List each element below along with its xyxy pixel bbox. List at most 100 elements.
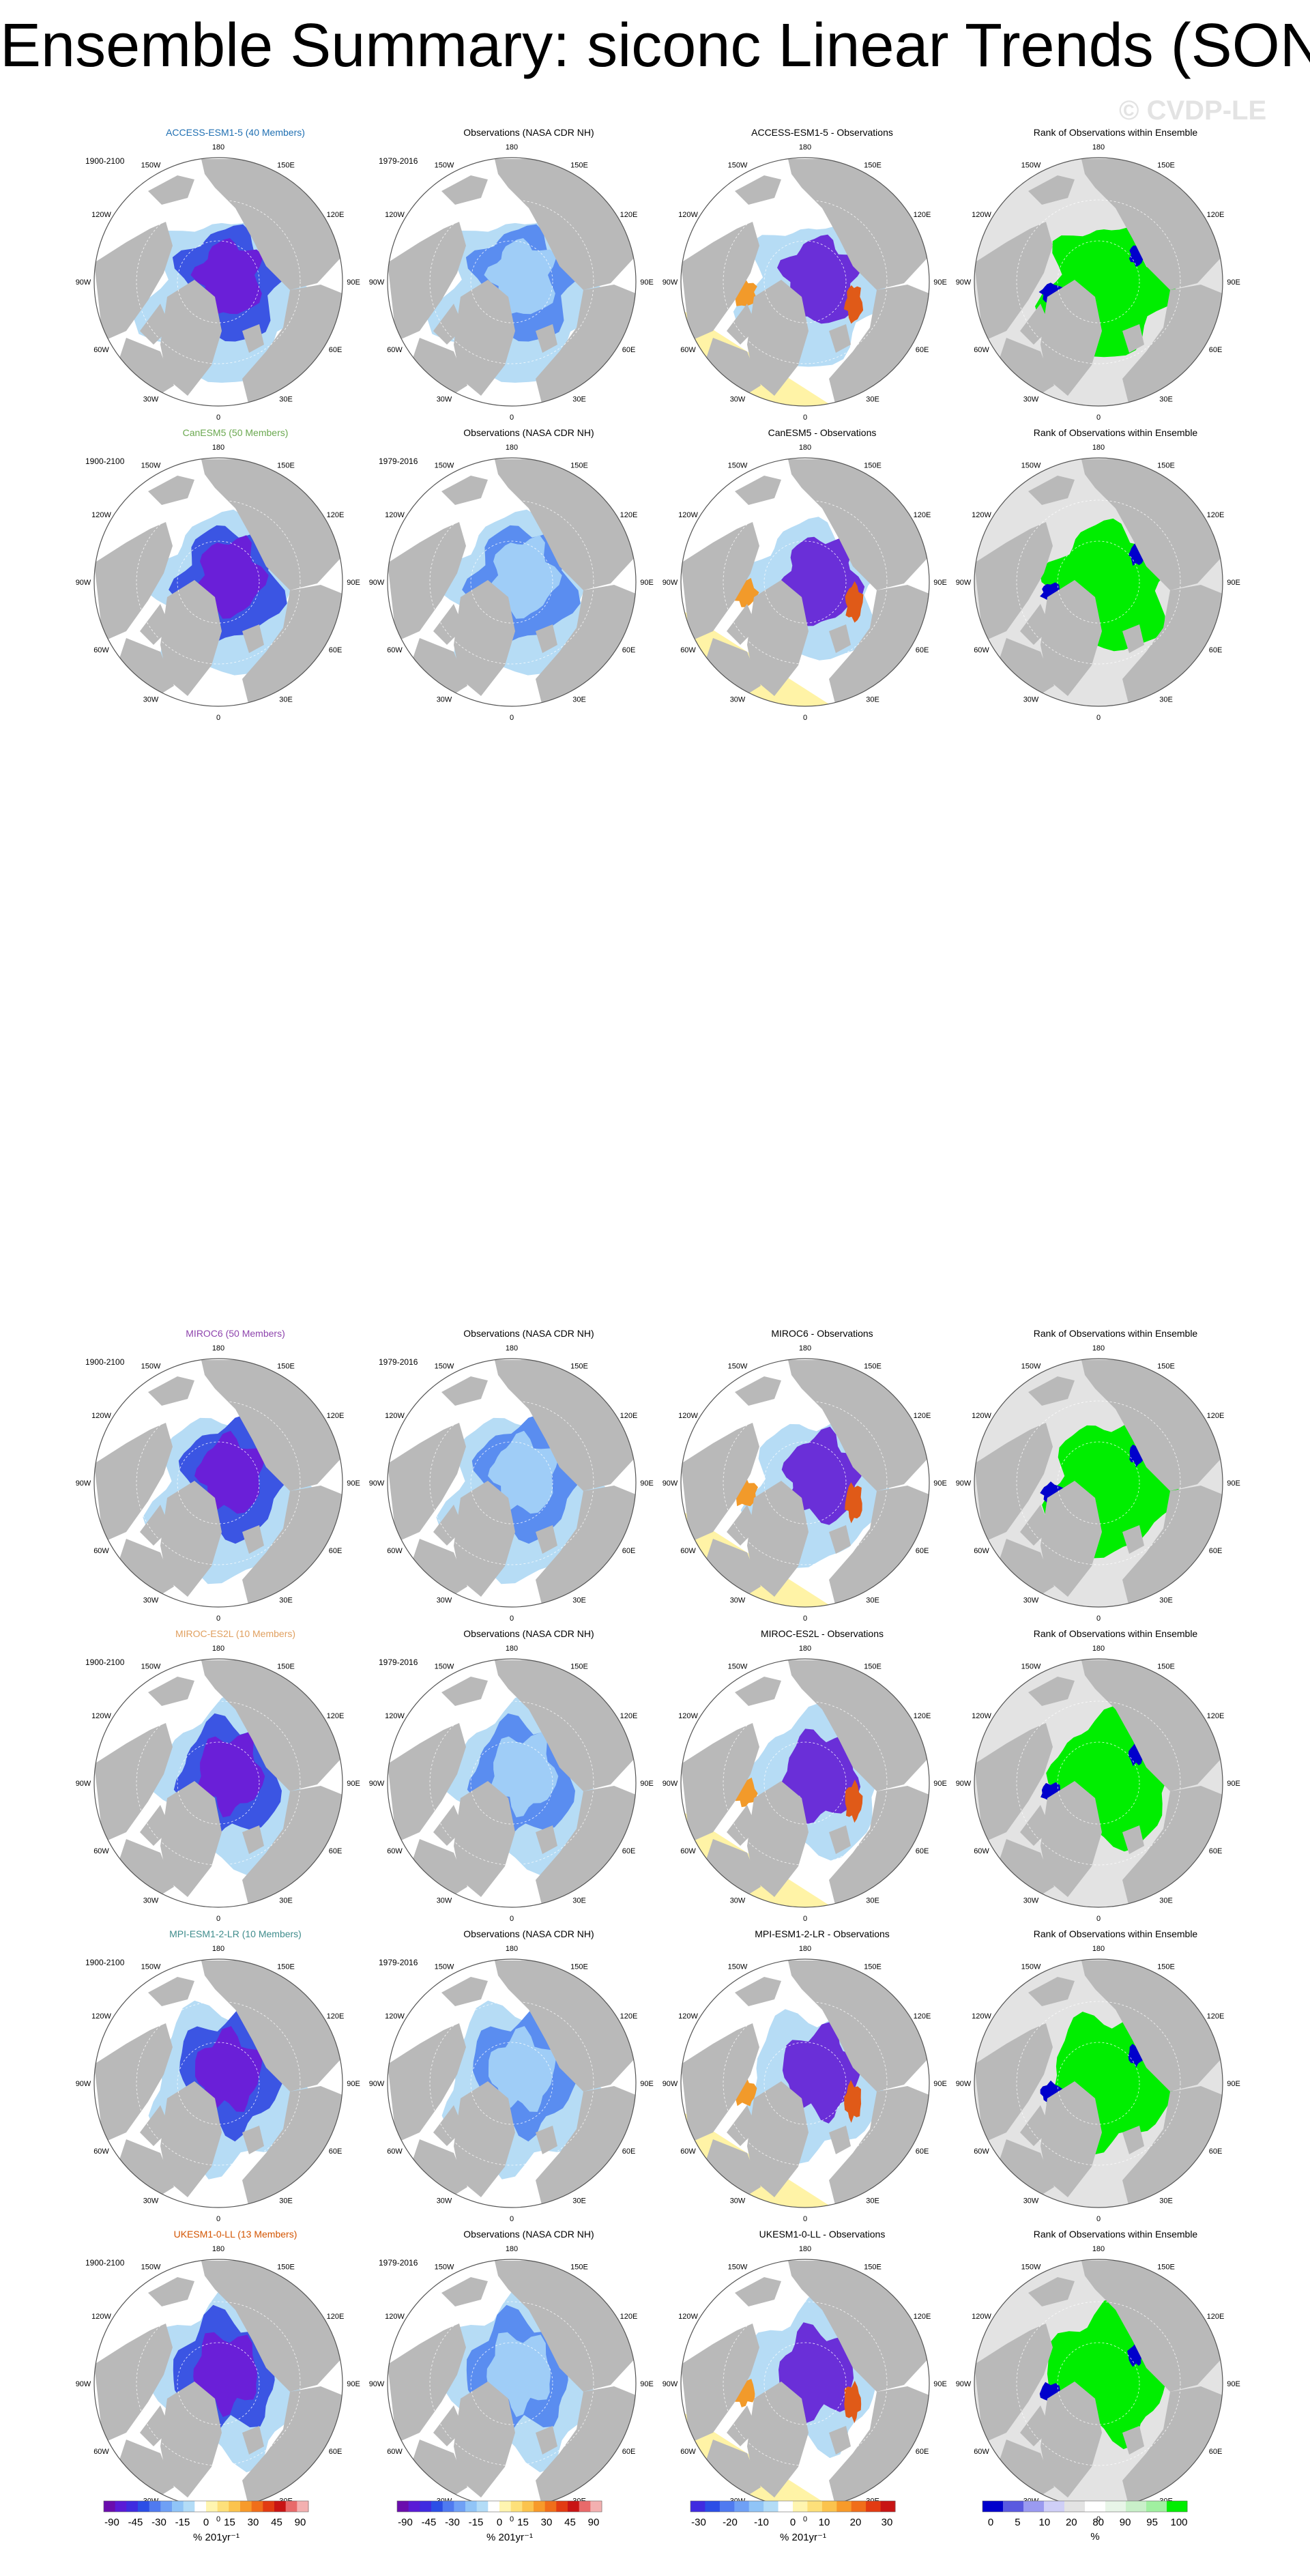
longitude-label: 150W [141, 2263, 161, 2272]
graticule [429, 1400, 594, 1565]
panel-title: Observations (NASA CDR NH) [463, 1928, 594, 1939]
longitude-label: 60W [974, 346, 989, 354]
land-greenland [747, 280, 809, 396]
map-frame [974, 1658, 1223, 1908]
colorbar-swatch [149, 2501, 161, 2512]
longitude-label: 150W [141, 462, 161, 470]
panel-title: MPI-ESM1-2-LR (10 Members) [169, 1928, 302, 1939]
panel-title: Rank of Observations within Ensemble [1033, 1628, 1198, 1639]
obs-panel: Observations (NASA CDR NH) 180 150E 120E 90E… [369, 1928, 679, 2223]
land-svalbard [1122, 1825, 1144, 1854]
sea-ice-trend-field [196, 1732, 265, 1818]
land-greenland [747, 580, 809, 696]
map-frame [93, 1658, 343, 1908]
graticule [136, 1701, 301, 1866]
longitude-label: 0 [803, 414, 807, 422]
obs-panel: Observations (NASA CDR NH) 180 150E 120E 90E… [369, 426, 679, 722]
colorbar-swatch [690, 2501, 705, 2512]
sea-ice-trend-field [194, 1430, 266, 1514]
longitude-label: 90E [640, 2380, 654, 2388]
longitude-label: 90W [956, 579, 972, 587]
longitude-label: 30E [1159, 2197, 1173, 2205]
longitude-label: 90W [369, 2080, 385, 2088]
model-panel: ACCESS-ESM1-5 (40 Members) 180 150E 120E 90E… [76, 126, 385, 422]
land-alaska [441, 476, 488, 505]
longitude-label: 30W [730, 696, 746, 704]
map-frame [680, 1958, 930, 2208]
diff-field [845, 1779, 863, 1823]
colorbar-swatch [138, 2501, 150, 2512]
longitude-label: 150E [277, 1363, 295, 1371]
panel-title: CanESM5 (50 Members) [182, 427, 289, 438]
colorbar-swatch [1167, 2501, 1188, 2512]
longitude-label: 30E [279, 696, 293, 704]
map-frame [93, 157, 343, 407]
colorbar-tick-label: 0 [497, 2517, 502, 2528]
colorbar-tick-label: -90 [104, 2517, 119, 2528]
longitude-label: 120E [327, 2313, 345, 2321]
longitude-label: 30W [730, 2197, 746, 2205]
land-greenland [1040, 1781, 1102, 1897]
longitude-label: 120W [91, 2313, 111, 2321]
map-frame [387, 157, 637, 407]
polar-map: 180 150E 120E 90E 60E 30E 0 30W 60W 90W 120W 150W [76, 143, 360, 422]
longitude-label: 90W [956, 2380, 972, 2388]
longitude-label: 30E [1159, 396, 1173, 404]
graticule [723, 199, 888, 364]
longitude-label: 120W [972, 211, 991, 219]
period-label: 1900-2100 [85, 2258, 125, 2268]
colorbar-tick-label: 30 [882, 2517, 893, 2528]
longitude-label: 30W [730, 1897, 746, 1905]
land-alaska [1028, 1977, 1075, 2006]
colorbar-tick-label: 45 [564, 2517, 576, 2528]
land-alaska [1028, 175, 1075, 205]
colorbar-swatch [420, 2501, 432, 2512]
longitude-label: 30W [1023, 1597, 1039, 1605]
map-frame [680, 157, 930, 407]
colorbar-tick-label: 0 [203, 2517, 209, 2528]
land-alaska [1028, 1677, 1075, 1706]
diff-field [780, 1728, 861, 1825]
land-svalbard [829, 1825, 851, 1854]
colorbar-swatch [705, 2501, 720, 2512]
colorbar-swatch [568, 2501, 580, 2512]
polar-map: 180 150E 120E 90E 60E 30E 0 30W 60W 90W 120W 150W [76, 444, 360, 722]
longitude-label: 0 [510, 1615, 514, 1623]
longitude-label: 0 [1096, 1915, 1101, 1923]
longitude-label: 120W [972, 1412, 991, 1420]
land-north-america [681, 1423, 759, 1542]
land-north-america [974, 222, 1053, 341]
rank-panel: Rank of Observations within Ensemble 180 1… [956, 126, 1266, 422]
colorbar-tick-label: 10 [819, 2517, 830, 2528]
colorbar-swatch [263, 2501, 275, 2512]
land-canadian-archipelago [433, 2405, 464, 2446]
land-alaska [735, 1677, 781, 1706]
panel-title: MIROC6 - Observations [771, 1328, 873, 1339]
longitude-label: 120E [914, 2012, 931, 2021]
colorbar-trend-model: -90 -45 -30 -15 0 15 30 45 90 % 201yr⁻¹ [103, 2500, 329, 2549]
panel-title: Observations (NASA CDR NH) [463, 1628, 594, 1639]
land-canadian-archipelago [1020, 1505, 1051, 1546]
colorbar-swatch [556, 2501, 568, 2512]
colorbar-swatch [408, 2501, 420, 2512]
colorbar-tick-label: 0 [988, 2517, 993, 2528]
longitude-label: 30W [143, 696, 159, 704]
longitude-label: 90E [1227, 579, 1240, 587]
land-alaska [1028, 476, 1075, 505]
longitude-label: 150E [570, 1363, 588, 1371]
longitude-label: 30W [143, 1597, 159, 1605]
graticule [1016, 2001, 1181, 2166]
colorbar-tick-label: 30 [248, 2517, 259, 2528]
colorbar-tick-label: -15 [469, 2517, 484, 2528]
longitude-label: 120E [1207, 1712, 1225, 1720]
longitude-label: 30E [572, 696, 586, 704]
longitude-label: 150E [1157, 1963, 1175, 1971]
land-greenland [1040, 2081, 1102, 2197]
longitude-label: 30E [572, 2197, 586, 2205]
longitude-label: 150W [1021, 1663, 1041, 1671]
longitude-label: 120W [972, 1712, 991, 1720]
colorbar-tick-label: -45 [128, 2517, 143, 2528]
longitude-label: 60W [93, 2147, 109, 2156]
panel-title: Rank of Observations within Ensemble [1033, 127, 1198, 138]
longitude-label: 180 [506, 444, 518, 452]
